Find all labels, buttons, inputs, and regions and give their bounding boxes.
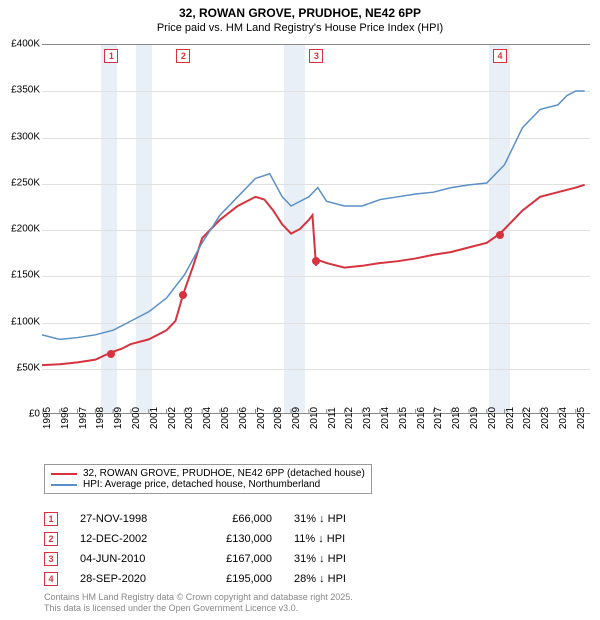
y-axis-label: £50K — [17, 362, 40, 373]
gridline — [42, 91, 590, 92]
transaction-row: 3 04-JUN-2010 £167,000 31% ↓ HPI — [44, 552, 384, 566]
gridline — [42, 276, 590, 277]
transaction-row: 2 12-DEC-2002 £130,000 11% ↓ HPI — [44, 532, 384, 546]
y-axis-label: £300K — [11, 131, 40, 142]
transaction-dot — [179, 291, 187, 299]
x-axis-label: 2000 — [131, 407, 142, 429]
legend-swatch — [51, 473, 77, 475]
transaction-delta: 31% ↓ HPI — [294, 553, 384, 565]
chart-marker: 3 — [309, 49, 323, 63]
y-axis-label: £150K — [11, 270, 40, 281]
x-axis-label: 2024 — [558, 407, 569, 429]
gridline — [42, 323, 590, 324]
x-axis-label: 2016 — [416, 407, 427, 429]
gridline — [42, 369, 590, 370]
transaction-date: 27-NOV-1998 — [80, 513, 180, 525]
transaction-marker: 1 — [44, 512, 58, 526]
transaction-row: 4 28-SEP-2020 £195,000 28% ↓ HPI — [44, 572, 384, 586]
series-price_paid — [42, 185, 585, 365]
x-axis-label: 2004 — [202, 407, 213, 429]
recession-shade — [101, 45, 117, 413]
x-axis-label: 2002 — [167, 407, 178, 429]
x-axis-label: 2014 — [380, 407, 391, 429]
legend: 32, ROWAN GROVE, PRUDHOE, NE42 6PP (deta… — [44, 464, 372, 494]
x-axis-label: 2025 — [576, 407, 587, 429]
transaction-marker: 4 — [44, 572, 58, 586]
transaction-price: £130,000 — [202, 533, 272, 545]
x-axis-label: 2019 — [469, 407, 480, 429]
transaction-price: £167,000 — [202, 553, 272, 565]
chart-plot-area: 1 2 3 4 — [42, 44, 590, 414]
footer-line-2: This data is licensed under the Open Gov… — [44, 603, 353, 614]
y-axis-label: £100K — [11, 316, 40, 327]
x-axis-label: 2010 — [309, 407, 320, 429]
x-axis-label: 2012 — [344, 407, 355, 429]
x-axis-label: 2018 — [451, 407, 462, 429]
legend-label: 32, ROWAN GROVE, PRUDHOE, NE42 6PP (deta… — [83, 468, 365, 479]
transaction-dot — [107, 350, 115, 358]
x-axis-label: 1999 — [113, 407, 124, 429]
x-axis-label: 2021 — [505, 407, 516, 429]
transaction-delta: 11% ↓ HPI — [294, 533, 384, 545]
transaction-date: 04-JUN-2010 — [80, 553, 180, 565]
transaction-dot — [496, 231, 504, 239]
footer-line-1: Contains HM Land Registry data © Crown c… — [44, 592, 353, 603]
x-axis-label: 2017 — [433, 407, 444, 429]
legend-item: 32, ROWAN GROVE, PRUDHOE, NE42 6PP (deta… — [51, 468, 365, 479]
x-axis-label: 1997 — [78, 407, 89, 429]
chart-container: 32, ROWAN GROVE, PRUDHOE, NE42 6PP Price… — [0, 0, 600, 620]
chart-marker: 2 — [176, 49, 190, 63]
recession-shade — [136, 45, 152, 413]
x-axis-label: 2005 — [220, 407, 231, 429]
transaction-row: 1 27-NOV-1998 £66,000 31% ↓ HPI — [44, 512, 384, 526]
series-hpi — [42, 91, 585, 339]
transaction-date: 12-DEC-2002 — [80, 533, 180, 545]
footer-attribution: Contains HM Land Registry data © Crown c… — [44, 592, 353, 614]
x-axis-label: 2023 — [540, 407, 551, 429]
legend-swatch — [51, 484, 77, 486]
x-axis-label: 1996 — [60, 407, 71, 429]
transaction-table: 1 27-NOV-1998 £66,000 31% ↓ HPI 2 12-DEC-2002… — [44, 512, 384, 592]
x-axis-label: 1998 — [95, 407, 106, 429]
x-axis-label: 2006 — [238, 407, 249, 429]
x-axis-label: 2020 — [487, 407, 498, 429]
y-axis-label: £0 — [29, 409, 40, 420]
x-axis-label: 2011 — [327, 407, 338, 429]
x-axis-label: 2003 — [184, 407, 195, 429]
transaction-price: £195,000 — [202, 573, 272, 585]
x-axis-label: 2001 — [149, 407, 160, 429]
gridline — [42, 184, 590, 185]
legend-label: HPI: Average price, detached house, Nort… — [83, 479, 320, 490]
recession-shade — [284, 45, 305, 413]
x-axis-label: 2008 — [273, 407, 284, 429]
recession-shade — [489, 45, 510, 413]
transaction-date: 28-SEP-2020 — [80, 573, 180, 585]
chart-svg — [42, 45, 590, 413]
x-axis-label: 2013 — [362, 407, 373, 429]
x-axis-label: 2009 — [291, 407, 302, 429]
y-axis-label: £400K — [11, 39, 40, 50]
transaction-marker: 2 — [44, 532, 58, 546]
chart-subtitle: Price paid vs. HM Land Registry's House … — [0, 22, 600, 38]
x-axis-label: 2015 — [398, 407, 409, 429]
transaction-marker: 3 — [44, 552, 58, 566]
y-axis-label: £200K — [11, 224, 40, 235]
chart-title: 32, ROWAN GROVE, PRUDHOE, NE42 6PP — [0, 0, 600, 22]
x-axis-label: 2007 — [256, 407, 267, 429]
transaction-delta: 28% ↓ HPI — [294, 573, 384, 585]
x-axis-label: 1995 — [42, 407, 53, 429]
transaction-delta: 31% ↓ HPI — [294, 513, 384, 525]
transaction-dot — [312, 257, 320, 265]
gridline — [42, 230, 590, 231]
transaction-price: £66,000 — [202, 513, 272, 525]
gridline — [42, 138, 590, 139]
legend-item: HPI: Average price, detached house, Nort… — [51, 479, 365, 490]
x-axis-label: 2022 — [522, 407, 533, 429]
y-axis-label: £350K — [11, 85, 40, 96]
y-axis-label: £250K — [11, 177, 40, 188]
chart-marker: 1 — [104, 49, 118, 63]
chart-marker: 4 — [493, 49, 507, 63]
